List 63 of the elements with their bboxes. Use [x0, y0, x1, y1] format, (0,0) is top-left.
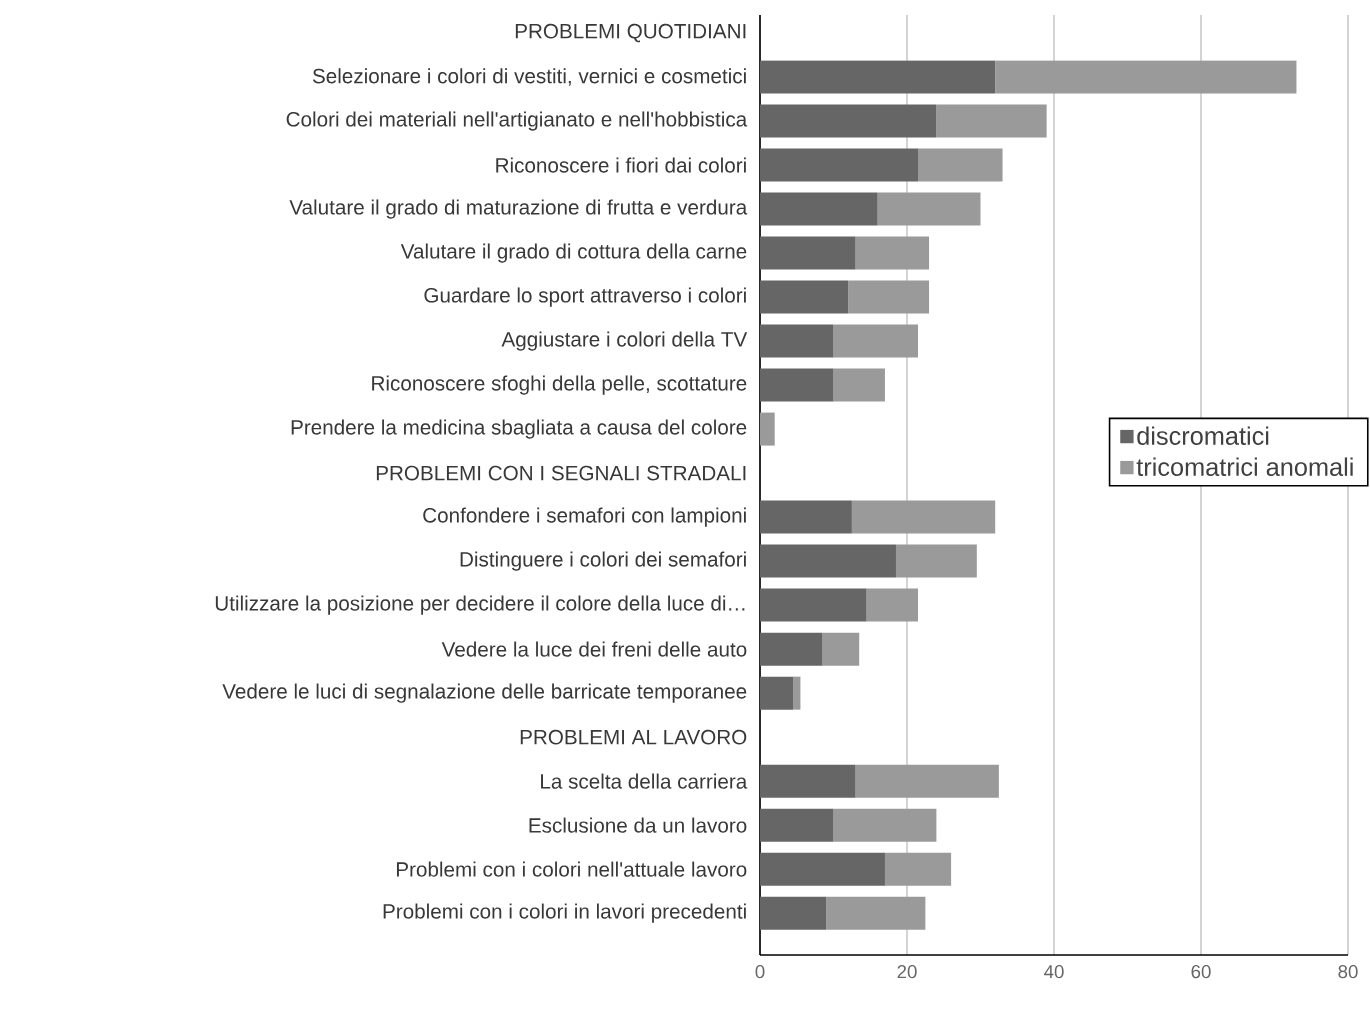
- bar: [760, 60, 996, 94]
- bar: [760, 192, 878, 226]
- y-tick-label: Guardare lo sport attraverso i colori: [424, 287, 746, 307]
- y-tick-label: PROBLEMI AL LAVORO: [520, 729, 747, 745]
- bar: [760, 632, 823, 666]
- bar: [760, 148, 919, 182]
- bar: [760, 500, 852, 534]
- bar: [895, 544, 977, 578]
- y-tick-label: Confondere i semafori con lampioni: [423, 507, 746, 527]
- bar: [760, 588, 867, 622]
- y-tick-label: Problemi con i colori in lavori precedenti: [383, 903, 746, 923]
- bar: [760, 676, 794, 710]
- y-tick-label: Distinguere i colori dei semafori: [460, 551, 746, 571]
- bar: [760, 412, 775, 446]
- bar: [760, 104, 937, 138]
- bar: [760, 368, 834, 402]
- bar: [760, 280, 849, 314]
- y-tick-label: Aggiustare i colori della TV: [501, 331, 748, 351]
- y-tick-label: Riconoscere sfoghi della pelle, scottature: [372, 375, 747, 395]
- y-tick-label: La scelta della carriera: [541, 773, 748, 789]
- y-tick-label: Prendere la medicina sbagliata a causa del colore: [291, 419, 747, 439]
- bar: [848, 280, 930, 314]
- bar: [793, 676, 801, 710]
- bar: [760, 808, 834, 842]
- y-tick-label: Valutare il grado di maturazione di frutta e verdura: [289, 199, 748, 219]
- bar: [936, 104, 1047, 138]
- bar: [855, 764, 999, 798]
- legend-label: discromatici: [1137, 426, 1269, 445]
- y-tick-label: Selezionare i colori di vestiti, vernici e cosmetici: [312, 68, 746, 86]
- bar: [833, 324, 919, 358]
- y-tick-label: PROBLEMI QUOTIDIANI: [515, 23, 746, 43]
- bar: [855, 236, 930, 270]
- bar: [884, 852, 952, 886]
- bar: [760, 852, 885, 886]
- y-tick-label: PROBLEMI CON I SEGNALI STRADALI: [376, 465, 746, 481]
- bar: [760, 896, 827, 930]
- bar: [877, 192, 981, 226]
- bar: [760, 544, 896, 578]
- legend-label: tricomatrici anomali: [1136, 457, 1353, 477]
- x-tick-label: 80: [1338, 965, 1358, 979]
- y-tick-label: Vedere le luci di segnalazione delle barricate temporanee: [222, 683, 747, 703]
- bar: [833, 808, 937, 842]
- y-tick-label: Riconoscere i fiori dai colori: [496, 157, 746, 173]
- y-tick-label: Utilizzare la posizione per decidere il colore della luce di…: [215, 595, 745, 615]
- bar: [760, 324, 834, 358]
- y-tick-label: Colori dei materiali nell'artigianato e nell'hobbistica: [286, 111, 748, 131]
- bar: [833, 368, 885, 402]
- bar: [826, 896, 926, 930]
- y-tick-label: Vedere la luce dei freni delle auto: [441, 641, 747, 657]
- x-tick-label: 60: [1191, 965, 1211, 979]
- x-tick-label: 20: [897, 965, 917, 979]
- bar: [995, 60, 1297, 94]
- x-tick-label: 0: [755, 965, 765, 979]
- y-tick-label: Esclusione da un lavoro: [529, 817, 747, 833]
- y-tick-label: Valutare il grado di cottura della carne: [400, 243, 747, 263]
- bar: [918, 148, 1003, 182]
- bar: [822, 632, 860, 666]
- bar: [760, 764, 856, 798]
- bar: [866, 588, 919, 622]
- x-tick-label: 40: [1044, 965, 1064, 979]
- bar: [851, 500, 996, 534]
- y-tick-label: Problemi con i colori nell'attuale lavoro: [396, 861, 747, 877]
- bar: [760, 236, 856, 270]
